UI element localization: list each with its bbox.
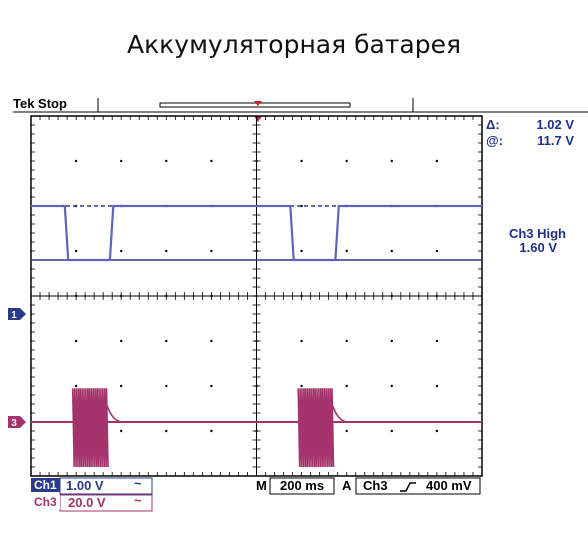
grid-dot — [210, 384, 213, 388]
grid-dot — [390, 384, 393, 388]
ch3-burst-tail — [105, 403, 123, 423]
grid-dot — [165, 294, 168, 298]
grid-dot — [120, 384, 123, 388]
ch1-label[interactable]: Ch1 — [31, 478, 60, 492]
ch3-burst — [297, 388, 335, 468]
grid-dot — [300, 249, 303, 253]
grid-dot — [435, 429, 439, 433]
ch1-ground-marker-shape — [8, 308, 26, 320]
ch1-trace — [31, 204, 482, 262]
ch3-coupling-icon: ~ — [134, 493, 142, 508]
trigger-source: Ch3 — [363, 478, 388, 493]
grid-dot — [210, 429, 213, 433]
ch1-scale-box — [59, 477, 153, 495]
ch3-ground-marker-shape — [8, 416, 26, 428]
grid-dot — [435, 294, 439, 298]
trigger-mode: A — [342, 478, 352, 493]
grid-dot — [390, 159, 393, 163]
grid-dot — [74, 384, 78, 388]
cursor-delta-value: 1.02 V — [536, 117, 574, 132]
grid-dot — [345, 294, 348, 298]
grid-dot — [345, 159, 348, 163]
cursor-at-value: 11.7 V — [537, 133, 574, 148]
grid-dot — [300, 384, 303, 388]
grid-dot — [165, 429, 168, 433]
grid-dot — [300, 339, 303, 343]
grid-dot — [255, 249, 258, 253]
trigger-readout-label: Ch3 High — [508, 226, 566, 241]
grid-dot — [345, 429, 348, 433]
ch3-scale: 20.0 V — [68, 495, 106, 510]
grid-dot — [165, 159, 168, 163]
grid-dot — [345, 384, 348, 388]
grid-dot — [120, 294, 123, 298]
grid-dot — [74, 159, 78, 163]
grid-dot — [255, 339, 258, 343]
grid-dot — [255, 429, 258, 433]
trigger-position-marker — [254, 101, 262, 106]
ch1-ground-marker: 1 — [11, 310, 17, 321]
grid-dot — [435, 384, 439, 388]
grid-dot — [210, 339, 213, 343]
grid-dot — [300, 159, 303, 163]
grid-dot — [165, 249, 168, 253]
grid-dot — [210, 159, 213, 163]
grid-dot — [74, 339, 78, 343]
grid-dot — [74, 249, 78, 253]
page-title: Аккумуляторная батарея — [126, 30, 462, 59]
timebase-label: M — [256, 478, 267, 493]
scope-status: Tek Stop — [13, 96, 67, 111]
grid-dot — [120, 339, 123, 343]
rising-edge-icon — [400, 482, 416, 492]
grid-dot — [120, 249, 123, 253]
trigger-position-marker-graticule — [254, 116, 262, 122]
timebase-value: 200 ms — [280, 478, 325, 493]
ch3-scale-box — [59, 494, 153, 512]
record-window-indicator — [159, 102, 351, 108]
ch3-burst — [71, 388, 109, 468]
grid-dot — [120, 159, 123, 163]
ch3-ground-marker: 3 — [11, 418, 17, 429]
grid-dot — [165, 339, 168, 343]
grid-dot — [435, 249, 439, 253]
grid-dot — [255, 159, 258, 163]
grid-dot — [165, 384, 168, 388]
grid-dot — [390, 339, 393, 343]
ch3-label[interactable]: Ch3 — [31, 495, 60, 509]
trigger-level: 400 mV — [426, 478, 472, 493]
grid-dot — [255, 384, 258, 388]
grid-dot — [345, 249, 348, 253]
grid-dot — [390, 294, 393, 298]
grid-dot — [435, 159, 439, 163]
ch1-scale: 1.00 V — [66, 478, 104, 493]
cursor-delta-label: Δ: — [486, 117, 500, 132]
grid-dot — [345, 339, 348, 343]
grid-dot — [300, 294, 303, 298]
ch1-coupling-icon: ~ — [134, 476, 142, 491]
cursor-at-label: @: — [486, 133, 504, 148]
grid-dot — [390, 249, 393, 253]
ch3-burst-tail — [331, 403, 349, 423]
grid-dot — [435, 339, 439, 343]
trigger-readout-value: 1.60 V — [519, 240, 557, 255]
timebase-box — [269, 477, 335, 495]
trigger-box — [355, 477, 481, 495]
grid-dot — [255, 294, 258, 298]
grid-dot — [390, 429, 393, 433]
grid-dot — [210, 249, 213, 253]
grid-dot — [210, 294, 213, 298]
grid-dot — [74, 294, 78, 298]
grid-dot — [120, 429, 123, 433]
